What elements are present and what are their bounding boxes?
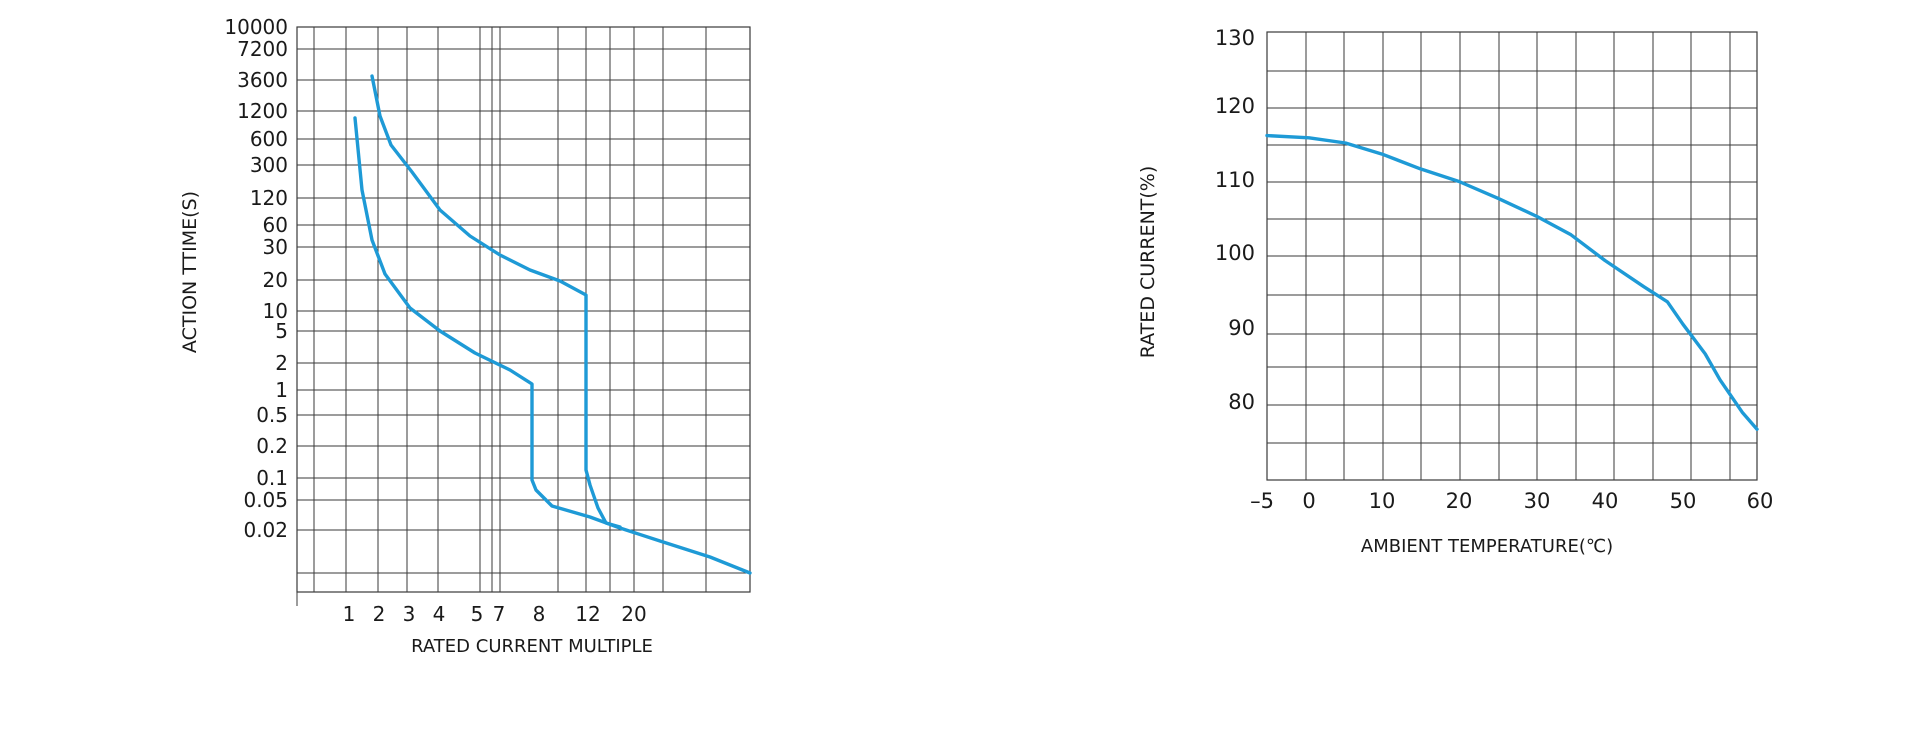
chart2-y-tick-label: 120 <box>1215 94 1255 118</box>
chart1-y-tick-label: 10 <box>263 299 288 323</box>
chart1-y-tick-label: 120 <box>250 186 288 210</box>
chart1-y-tick-label: 3600 <box>237 68 288 92</box>
chart1-y-tick-label: 2 <box>275 351 288 375</box>
chart1-y-tick-label: 7200 <box>237 37 288 61</box>
chart1-x-axis-label: RATED CURRENT MULTIPLE <box>411 636 653 657</box>
chart1-plot-frame <box>296 26 751 593</box>
chart1-x-tick-label: 2 <box>373 602 386 626</box>
chart1-x-tick-label: 8 <box>533 602 546 626</box>
chart1-y-tick-label: 0.5 <box>256 403 288 427</box>
chart1-y-tick-label: 60 <box>263 213 288 237</box>
chart1-x-tick-label: 7 <box>493 602 506 626</box>
chart1-x-tick-label: 20 <box>621 602 646 626</box>
chart1-x-tick-label: 5 <box>471 602 484 626</box>
chart2-y-axis-label: RATED CURRENT(%) <box>1137 166 1159 359</box>
trip-curve-chart: 10000720036001200600300120603020105210.5… <box>179 15 752 657</box>
chart2-y-tick-label: 80 <box>1228 390 1255 414</box>
chart2-x-tick-label: 10 <box>1369 489 1396 513</box>
chart2-x-tick-label: 60 <box>1747 489 1774 513</box>
chart1-y-tick-label: 10000 <box>224 15 288 39</box>
chart2-x-axis-label: AMBIENT TEMPERATURE(℃) <box>1361 536 1613 557</box>
chart2-x-tick-label: 30 <box>1524 489 1551 513</box>
chart1-y-tick-label: 0.1 <box>256 466 288 490</box>
chart2-grid <box>1266 31 1758 481</box>
chart2-curves <box>1265 133 1759 431</box>
chart1-y-axis-label: ACTION TTIME(S) <box>179 191 201 353</box>
chart1-y-tick-label: 300 <box>250 153 288 177</box>
chart2-y-tick-label: 130 <box>1215 26 1255 50</box>
chart2-curve <box>1265 133 1759 431</box>
chart2-x-tick-label: 0 <box>1302 489 1315 513</box>
chart1-y-tick-label: 1200 <box>237 99 288 123</box>
chart1-y-tick-label: 600 <box>250 127 288 151</box>
chart1-curve-lower <box>353 116 752 575</box>
chart1-y-tick-label: 0.05 <box>243 488 288 512</box>
chart2-y-tick-label: 100 <box>1215 241 1255 265</box>
chart1-y-tick-label: 1 <box>275 378 288 402</box>
chart2-x-tick-labels: –5 0 10 20 30 40 50 60 <box>1250 489 1773 513</box>
chart2-x-tick-label: 40 <box>1592 489 1619 513</box>
chart1-x-tick-labels: 1 2 3 4 5 7 8 12 20 <box>343 602 647 626</box>
chart2-x-tick-label: 50 <box>1670 489 1697 513</box>
chart1-y-tick-label: 0.2 <box>256 434 288 458</box>
chart2-x-tick-label: 20 <box>1446 489 1473 513</box>
chart1-x-tick-label: 12 <box>575 602 600 626</box>
chart1-y-tick-label: 20 <box>263 268 288 292</box>
chart2-x-tick-label: –5 <box>1250 489 1274 513</box>
chart1-x-tick-label: 1 <box>343 602 356 626</box>
chart2-y-tick-label: 90 <box>1228 316 1255 340</box>
chart1-x-tick-label: 4 <box>433 602 446 626</box>
chart1-y-tick-label: 0.02 <box>243 518 288 542</box>
chart1-grid <box>296 26 751 606</box>
chart1-y-tick-label: 5 <box>275 319 288 343</box>
chart1-x-tick-label: 3 <box>403 602 416 626</box>
chart1-curve-upper <box>370 74 622 529</box>
chart1-curves <box>353 74 752 575</box>
chart2-y-tick-label: 110 <box>1215 168 1255 192</box>
chart2-y-tick-labels: 130 120 110 100 90 80 <box>1215 26 1255 414</box>
derating-chart: 130 120 110 100 90 80 –5 0 10 20 30 40 50 60 AMBIENT… <box>1137 26 1773 557</box>
chart1-y-tick-label: 30 <box>263 235 288 259</box>
